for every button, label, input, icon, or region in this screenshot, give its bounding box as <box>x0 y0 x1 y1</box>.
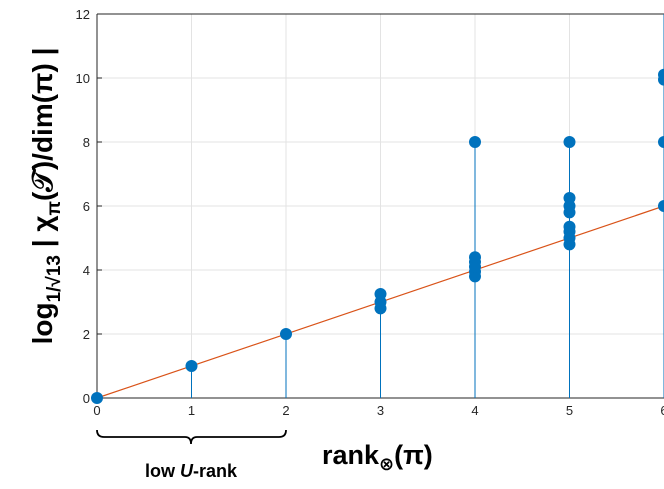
x-label-suffix: (π) <box>394 440 433 470</box>
y-label-rest-subscript: π <box>44 200 65 215</box>
x-tick-label: 1 <box>188 403 195 418</box>
x-label-main: rank <box>322 440 380 470</box>
x-axis-label: rank⊗(π) <box>322 440 433 474</box>
data-point <box>563 136 576 148</box>
data-point <box>280 328 292 340</box>
y-label-tail: (𝒯)/dim(π) | <box>27 48 58 201</box>
data-point <box>469 251 481 264</box>
y-tick-label: 0 <box>83 391 90 406</box>
y-tick-label: 2 <box>83 327 90 342</box>
y-label-prefix: log <box>27 302 58 344</box>
y-label-rest: | χ <box>27 215 58 255</box>
data-points <box>91 68 664 404</box>
y-label-subscript: 1/√13 <box>44 255 65 302</box>
low-rank-brace <box>96 429 287 445</box>
low-rank-annotation: low U-rank <box>145 461 238 481</box>
data-point <box>563 192 576 204</box>
annotation-text-italic: U <box>180 461 194 481</box>
x-tick-label: 3 <box>377 403 384 418</box>
x-tick-label: 6 <box>660 403 664 418</box>
y-tick-label: 12 <box>76 7 90 22</box>
annotation-text-before: low <box>145 461 180 481</box>
data-point <box>563 220 576 233</box>
y-tick-label: 10 <box>76 71 90 86</box>
data-point <box>91 392 103 404</box>
x-tick-label: 4 <box>471 403 478 418</box>
x-tick-label: 5 <box>566 403 573 418</box>
y-axis-label: log1/√13 | χπ(𝒯)/dim(π) | <box>27 48 65 345</box>
y-tick-label: 6 <box>83 199 90 214</box>
data-point <box>469 136 481 148</box>
x-label-subscript: ⊗ <box>379 454 394 474</box>
annotation-text-after: -rank <box>193 461 238 481</box>
tick-labels: 0123456024681012 <box>76 7 664 418</box>
x-tick-label: 2 <box>282 403 289 418</box>
y-tick-label: 8 <box>83 135 90 150</box>
data-point <box>658 68 664 81</box>
data-point <box>658 200 664 212</box>
data-point <box>185 360 198 372</box>
x-tick-label: 0 <box>93 403 100 418</box>
y-tick-label: 4 <box>83 263 90 278</box>
data-point <box>658 136 664 148</box>
data-point <box>374 288 387 300</box>
